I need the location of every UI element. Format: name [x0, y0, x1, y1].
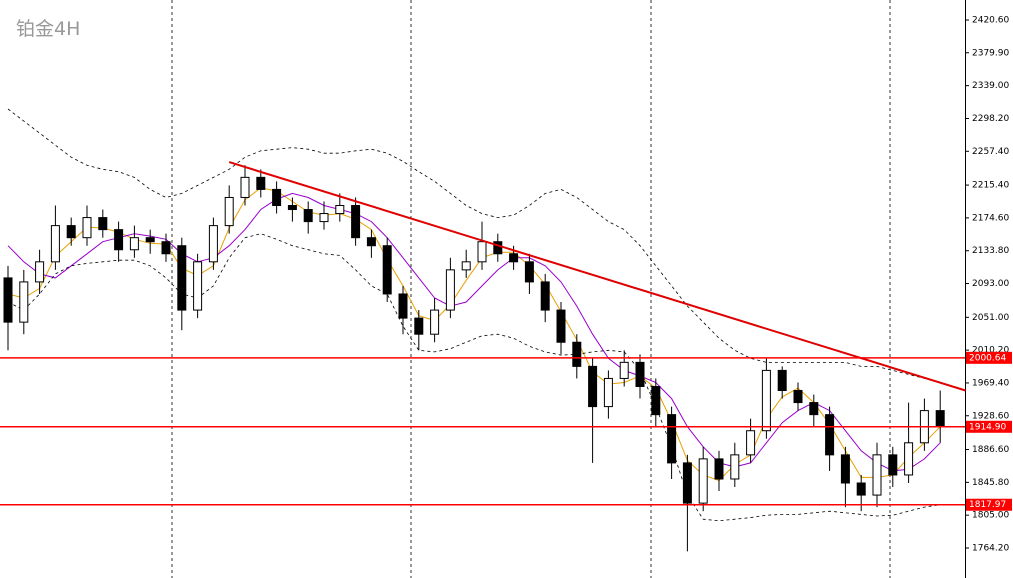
level-label-box: [966, 351, 1012, 364]
candle-body: [50, 225, 60, 263]
band-line: [7, 233, 941, 522]
y-tick-label: 2093.00: [972, 279, 1009, 289]
candle-body: [287, 205, 297, 211]
candle-body: [809, 402, 819, 416]
candle-body: [114, 229, 124, 251]
candle-body: [445, 269, 455, 311]
candle-body: [82, 217, 92, 239]
y-tick-label: 2339.00: [972, 81, 1009, 91]
candle-body: [603, 377, 613, 408]
candle-body: [935, 410, 945, 428]
candle-body: [351, 205, 361, 239]
y-tick-label: 1886.60: [972, 445, 1009, 455]
candle-body: [825, 414, 835, 456]
candle-body: [398, 293, 408, 319]
level-label: 1817.97: [969, 500, 1006, 510]
candle-body: [129, 237, 139, 251]
candle-body: [777, 369, 787, 392]
candle-body: [240, 176, 250, 198]
y-tick-label: 2379.90: [972, 48, 1009, 58]
y-tick-label: 1764.20: [972, 543, 1009, 553]
y-tick-label: 2133.80: [972, 246, 1009, 256]
candle-body: [667, 414, 677, 464]
y-tick-label: 1845.80: [972, 478, 1009, 488]
candle-body: [493, 241, 503, 255]
candle-body: [477, 241, 487, 263]
candle-body: [19, 281, 29, 323]
candle-body: [35, 261, 45, 283]
y-tick-label: 2298.20: [972, 114, 1009, 124]
trend-line: [228, 161, 966, 392]
candle-body: [572, 341, 582, 367]
candle-body: [193, 261, 203, 311]
band-line: [7, 108, 941, 383]
candle-body: [714, 458, 724, 480]
level-label-box: [966, 420, 1012, 433]
candle-body: [588, 365, 598, 408]
candle-body: [619, 361, 629, 379]
candle-body: [556, 309, 566, 343]
y-tick-label: 2215.40: [972, 181, 1009, 191]
candle-body: [746, 430, 756, 456]
y-tick-label: 2051.00: [972, 313, 1009, 323]
candle-body: [414, 317, 424, 335]
candle-body: [682, 462, 692, 504]
candle-body: [540, 281, 550, 311]
candle-body: [840, 454, 850, 484]
level-label-box: [966, 498, 1012, 511]
y-tick-label: 2257.40: [972, 147, 1009, 157]
candle-body: [335, 205, 345, 215]
candle-body: [366, 237, 376, 247]
y-tick-label: 1805.00: [972, 511, 1009, 521]
candle-body: [698, 458, 708, 504]
y-tick-label: 2420.60: [972, 16, 1009, 26]
candle-body: [635, 361, 645, 387]
plot-area: [3, 108, 966, 552]
candle-body: [161, 241, 171, 255]
candle-body: [256, 176, 266, 190]
candle-body: [382, 245, 392, 295]
candle-body: [872, 454, 882, 496]
candle-body: [904, 442, 914, 476]
candle-body: [66, 225, 76, 239]
moving-average: [7, 192, 941, 472]
candle-body: [793, 390, 803, 404]
y-tick-label: 2174.60: [972, 213, 1009, 223]
candle-body: [208, 225, 218, 263]
candle-body: [461, 261, 471, 271]
candle-body: [145, 237, 155, 243]
level-label: 1914.90: [969, 422, 1006, 432]
candle-body: [319, 213, 329, 223]
candle-body: [509, 253, 519, 263]
time-separators: [171, 0, 891, 578]
level-label: 2000.64: [969, 353, 1006, 363]
candle-body: [524, 261, 534, 283]
y-tick-label: 2010.20: [972, 346, 1009, 356]
candle-body: [3, 277, 13, 323]
candle-body: [177, 245, 187, 311]
y-tick-label: 1969.40: [972, 378, 1009, 388]
y-tick-label: 1928.60: [972, 411, 1009, 421]
candle-body: [761, 369, 771, 432]
candle-body: [98, 217, 108, 231]
chart-title: 铂金4H: [16, 18, 80, 40]
candle-body: [888, 454, 898, 476]
candle-body: [303, 209, 313, 223]
candle-body: [272, 188, 282, 207]
candle-body: [430, 309, 440, 335]
candle-body: [651, 385, 661, 416]
candle-body: [730, 454, 740, 480]
candle-body: [224, 196, 234, 227]
candle-body: [856, 482, 866, 496]
